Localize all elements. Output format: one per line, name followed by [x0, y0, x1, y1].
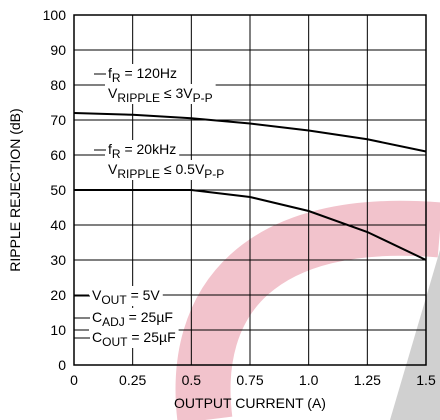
y-tick-label: 60: [50, 147, 66, 163]
x-tick-label: 0.25: [119, 372, 146, 388]
annotation-bg: [89, 328, 179, 348]
annotation-text: = 25µF: [127, 329, 175, 345]
y-tick-label: 80: [50, 77, 66, 93]
annotation-bg: [105, 160, 228, 180]
x-tick-label: 1.5: [416, 372, 436, 388]
annotation: COUT = 25µF: [92, 329, 176, 349]
annotation-text: V: [92, 287, 102, 303]
x-axis-label: OUTPUT CURRENT (A): [174, 395, 326, 411]
annotation-text: V: [108, 161, 118, 177]
x-tick-label: 1.0: [299, 372, 319, 388]
watermark-shape: [390, 250, 440, 420]
annotation-text: ≤ 0.5V: [160, 161, 205, 177]
y-tick-label: 0: [58, 357, 66, 373]
annotation-subscript: RIPPLE: [117, 91, 160, 105]
y-tick-label: 20: [50, 287, 66, 303]
y-tick-label: 10: [50, 322, 66, 338]
annotation-subscript: P-P: [204, 167, 224, 181]
x-tick-label: 0.5: [182, 372, 202, 388]
annotation: VRIPPLE ≤ 0.5VP-P: [108, 161, 224, 181]
y-tick-label: 70: [50, 112, 66, 128]
annotation-text: = 5V: [127, 287, 161, 303]
y-tick-label: 50: [50, 182, 66, 198]
series-line: [74, 189, 427, 261]
annotation-text: ≤ 3V: [160, 85, 193, 101]
annotation-subscript: ADJ: [102, 315, 125, 329]
annotation-bg: [89, 286, 163, 306]
annotation: CADJ = 25µF: [92, 309, 173, 329]
y-tick-label: 100: [43, 7, 67, 23]
x-tick-label: 0.75: [236, 372, 263, 388]
y-tick-label: 40: [50, 217, 66, 233]
annotation-subscript: R: [112, 71, 121, 85]
annotation-subscript: P-P: [193, 91, 213, 105]
annotation-text: = 120Hz: [121, 65, 177, 81]
annotation: VRIPPLE ≤ 3VP-P: [108, 85, 213, 105]
annotation-text: = 25µF: [125, 309, 173, 325]
annotation-text: C: [92, 309, 102, 325]
annotation-bg: [105, 84, 216, 104]
annotation-subscript: OUT: [102, 335, 128, 349]
annotation-text: C: [92, 329, 102, 345]
annotation: fR = 20kHz: [108, 141, 176, 161]
series-line: [73, 112, 427, 153]
y-tick-label: 30: [50, 252, 66, 268]
y-tick-label: 90: [50, 42, 66, 58]
annotation: VOUT = 5V: [92, 287, 160, 307]
x-tick-label: 0: [70, 372, 78, 388]
annotation-subscript: RIPPLE: [117, 167, 160, 181]
x-tick-label: 1.25: [354, 372, 381, 388]
annotation-text: f: [108, 65, 112, 81]
annotation-bg: [105, 140, 180, 160]
annotation-bg: [89, 308, 176, 328]
annotation-text: f: [108, 141, 112, 157]
annotation: fR = 120Hz: [108, 65, 177, 85]
annotation-text: V: [108, 85, 118, 101]
annotation-text: = 20kHz: [121, 141, 177, 157]
annotation-subscript: R: [112, 147, 121, 161]
annotation-subscript: OUT: [101, 293, 127, 307]
y-axis-label: RIPPLE REJECTION (dB): [7, 108, 23, 271]
annotation-bg: [105, 64, 180, 84]
